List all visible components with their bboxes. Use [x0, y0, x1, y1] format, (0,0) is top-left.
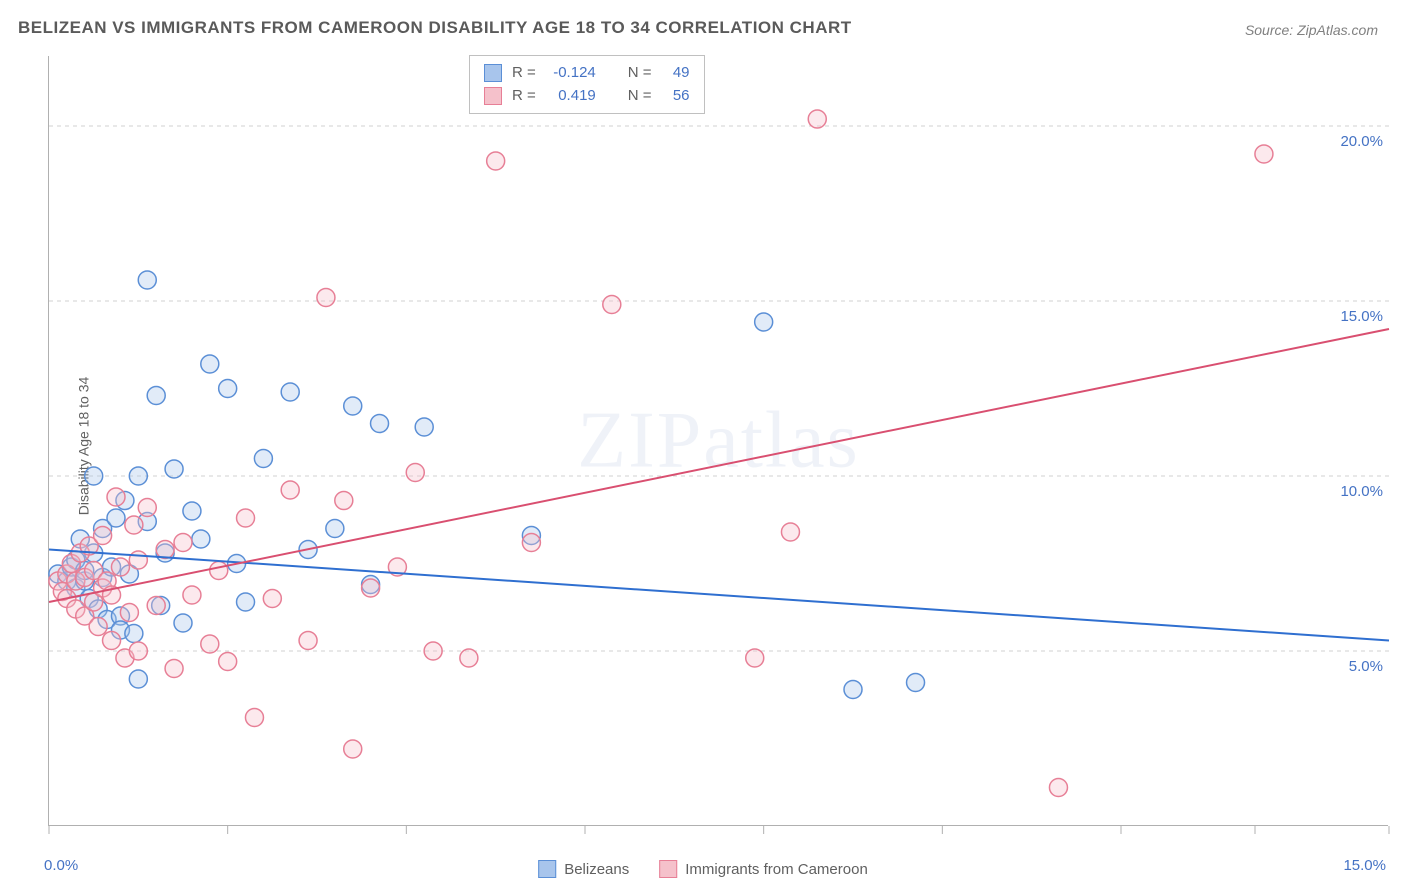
- scatter-point: [335, 492, 353, 510]
- scatter-point: [201, 355, 219, 373]
- r-label: R =: [512, 85, 536, 108]
- scatter-point: [107, 488, 125, 506]
- scatter-point: [424, 642, 442, 660]
- scatter-point: [129, 670, 147, 688]
- scatter-point: [85, 467, 103, 485]
- scatter-point: [603, 296, 621, 314]
- scatter-point: [107, 509, 125, 527]
- scatter-point: [138, 499, 156, 517]
- r-value: -0.124: [546, 62, 596, 85]
- legend-label: Belizeans: [564, 861, 629, 878]
- scatter-point: [1255, 145, 1273, 163]
- scatter-point: [371, 415, 389, 433]
- y-tick-label: 15.0%: [1340, 308, 1383, 325]
- scatter-point: [125, 516, 143, 534]
- scatter-point: [487, 152, 505, 170]
- scatter-point: [147, 387, 165, 405]
- scatter-point: [138, 271, 156, 289]
- scatter-point: [183, 586, 201, 604]
- scatter-point: [111, 558, 129, 576]
- plot-area: ZIPatlas 5.0%10.0%15.0%20.0% R =-0.124N …: [48, 56, 1388, 826]
- scatter-point: [237, 593, 255, 611]
- scatter-point: [201, 635, 219, 653]
- n-label: N =: [628, 62, 652, 85]
- legend-swatch-icon: [659, 860, 677, 878]
- trend-line: [49, 329, 1389, 602]
- scatter-point: [129, 642, 147, 660]
- scatter-point: [245, 709, 263, 727]
- scatter-point: [344, 740, 362, 758]
- legend-swatch-icon: [484, 87, 502, 105]
- scatter-point: [746, 649, 764, 667]
- legend: Belizeans Immigrants from Cameroon: [538, 860, 868, 878]
- legend-label: Immigrants from Cameroon: [685, 861, 868, 878]
- scatter-point: [755, 313, 773, 331]
- scatter-point: [94, 527, 112, 545]
- y-tick-label: 5.0%: [1349, 658, 1383, 675]
- scatter-point: [326, 520, 344, 538]
- legend-swatch-icon: [538, 860, 556, 878]
- scatter-point: [299, 632, 317, 650]
- scatter-point: [237, 509, 255, 527]
- scatter-point: [183, 502, 201, 520]
- scatter-point: [263, 590, 281, 608]
- n-label: N =: [628, 85, 652, 108]
- scatter-point: [165, 660, 183, 678]
- scatter-point: [781, 523, 799, 541]
- scatter-point: [362, 579, 380, 597]
- scatter-point: [522, 534, 540, 552]
- scatter-point: [281, 383, 299, 401]
- n-value: 49: [662, 62, 690, 85]
- scatter-point: [192, 530, 210, 548]
- scatter-point: [165, 460, 183, 478]
- scatter-point: [254, 450, 272, 468]
- scatter-point: [406, 464, 424, 482]
- x-axis-min-label: 0.0%: [44, 857, 78, 874]
- scatter-point: [907, 674, 925, 692]
- scatter-point: [174, 614, 192, 632]
- scatter-point: [219, 653, 237, 671]
- scatter-point: [1049, 779, 1067, 797]
- scatter-point: [344, 397, 362, 415]
- scatter-point: [210, 562, 228, 580]
- scatter-point: [808, 110, 826, 128]
- scatter-point: [125, 625, 143, 643]
- y-tick-label: 20.0%: [1340, 133, 1383, 150]
- scatter-point: [281, 481, 299, 499]
- scatter-point: [103, 632, 121, 650]
- n-value: 56: [662, 85, 690, 108]
- scatter-point: [317, 289, 335, 307]
- stats-row: R = -0.124 N = 49: [484, 62, 690, 85]
- legend-swatch-icon: [484, 64, 502, 82]
- scatter-point: [460, 649, 478, 667]
- scatter-point: [129, 551, 147, 569]
- r-label: R =: [512, 62, 536, 85]
- scatter-point: [156, 541, 174, 559]
- scatter-point: [219, 380, 237, 398]
- correlation-stats-box: R = -0.124 N = 49 R = 0.419 N = 56: [469, 55, 705, 114]
- legend-item: Belizeans: [538, 860, 629, 878]
- r-value: 0.419: [546, 85, 596, 108]
- scatter-point: [415, 418, 433, 436]
- scatter-point: [844, 681, 862, 699]
- scatter-point: [129, 467, 147, 485]
- chart-svg: 5.0% 10.0% 15.0% 20.0%: [49, 56, 1388, 825]
- x-axis-max-label: 15.0%: [1343, 857, 1386, 874]
- scatter-point: [174, 534, 192, 552]
- legend-item: Immigrants from Cameroon: [659, 860, 868, 878]
- scatter-point: [89, 618, 107, 636]
- scatter-point: [147, 597, 165, 615]
- source-attribution: Source: ZipAtlas.com: [1245, 22, 1378, 38]
- y-tick-label: 10.0%: [1340, 483, 1383, 500]
- stats-row: R = 0.419 N = 56: [484, 85, 690, 108]
- scatter-point: [120, 604, 138, 622]
- chart-title: BELIZEAN VS IMMIGRANTS FROM CAMEROON DIS…: [18, 18, 852, 38]
